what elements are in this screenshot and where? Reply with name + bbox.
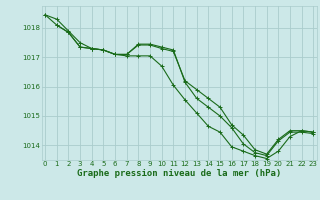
X-axis label: Graphe pression niveau de la mer (hPa): Graphe pression niveau de la mer (hPa) <box>77 169 281 178</box>
